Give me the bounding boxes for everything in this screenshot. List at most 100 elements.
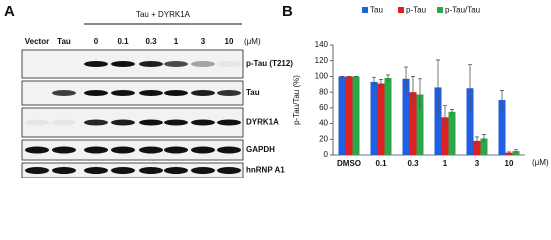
blot-band	[191, 146, 215, 154]
blot-band	[217, 119, 241, 126]
blot-band	[25, 167, 49, 174]
lane-label: 3	[201, 37, 206, 46]
bar	[377, 83, 385, 155]
blot-band	[111, 90, 135, 96]
x-axis-label: (μM)	[532, 158, 549, 167]
error-bar	[372, 76, 376, 87]
error-bar	[450, 109, 454, 115]
error-bar	[443, 105, 447, 130]
bar	[466, 88, 474, 155]
blot-band	[25, 146, 49, 154]
bar	[434, 87, 442, 155]
blot-band	[84, 61, 108, 67]
x-tick-label: 0.3	[407, 159, 419, 168]
bar	[409, 92, 417, 155]
lane-label: 10	[225, 37, 234, 46]
bar	[498, 100, 506, 155]
lane-label: 0	[94, 37, 99, 46]
x-tick-label: 1	[443, 159, 448, 168]
y-tick-label: 140	[315, 40, 329, 49]
row-label: hnRNP A1	[246, 166, 285, 175]
blot-band	[191, 167, 215, 174]
y-tick-label: 0	[324, 150, 329, 159]
bar	[402, 78, 410, 155]
bar	[345, 76, 353, 155]
blot-band	[84, 146, 108, 154]
x-tick-label: 0.1	[375, 159, 387, 168]
row-label: GAPDH	[246, 145, 275, 154]
error-bar	[468, 64, 472, 112]
legend-swatch	[362, 7, 368, 13]
blot-band	[191, 90, 215, 96]
blot-band	[164, 119, 188, 126]
y-tick-label: 80	[319, 87, 328, 96]
lane-label: Vector	[25, 37, 49, 46]
row-label: Tau	[246, 88, 260, 97]
blot-band	[139, 61, 163, 67]
bar	[338, 76, 346, 155]
bar	[352, 76, 360, 155]
legend-label: p-Tau	[406, 6, 426, 15]
y-tick-label: 40	[319, 119, 328, 128]
y-tick-label: 100	[315, 72, 329, 81]
lane-label: 1	[174, 37, 179, 46]
error-bar	[379, 79, 383, 88]
bar	[448, 111, 456, 155]
blot-band	[164, 146, 188, 154]
error-bar	[386, 74, 390, 82]
blot-band	[52, 90, 76, 96]
blot-band	[52, 146, 76, 154]
error-bar	[404, 66, 408, 91]
blot-band	[191, 119, 215, 126]
bar	[512, 151, 520, 155]
panel-label: B	[282, 3, 293, 20]
error-bar	[507, 151, 511, 154]
x-tick-label: DMSO	[337, 159, 361, 168]
blot-band	[164, 167, 188, 174]
legend-label: p-Tau/Tau	[445, 6, 480, 15]
bar	[441, 117, 449, 155]
y-axis-label: p-Tau/Tau (%)	[292, 75, 301, 125]
blot-band	[25, 119, 49, 126]
y-tick-label: 20	[319, 134, 328, 143]
blot-band	[164, 90, 188, 96]
blot-band	[191, 61, 215, 67]
bar	[473, 140, 481, 155]
blot-band	[52, 119, 76, 126]
blot-band	[139, 167, 163, 174]
panel-label: A	[4, 3, 15, 20]
error-bar	[514, 149, 518, 153]
bar	[416, 94, 424, 155]
error-bar	[418, 78, 422, 111]
blot-band	[84, 119, 108, 126]
error-bar	[411, 76, 415, 108]
blot-band	[111, 61, 135, 67]
blot-band	[139, 146, 163, 154]
row-label: DYRK1A	[246, 118, 279, 127]
blot-band	[111, 146, 135, 154]
blot-band	[217, 146, 241, 154]
blot-band	[139, 90, 163, 96]
y-tick-label: 120	[315, 56, 329, 65]
blot-band	[217, 90, 241, 96]
bar	[480, 138, 488, 155]
lane-label: 0.1	[117, 37, 129, 46]
western-blot	[21, 49, 244, 178]
error-bar	[500, 90, 504, 110]
lane-label: Tau	[57, 37, 71, 46]
blot-band	[52, 167, 76, 174]
lane-label: 0.3	[145, 37, 157, 46]
blot-band	[84, 90, 108, 96]
blot-band	[217, 61, 241, 67]
blot-band	[111, 119, 135, 126]
error-bar	[482, 134, 486, 143]
group-label: Tau + DYRK1A	[136, 10, 191, 19]
bar	[370, 81, 378, 155]
blot-band	[111, 167, 135, 174]
legend-swatch	[398, 7, 404, 13]
bar	[384, 78, 392, 155]
figure: A Tau + DYRK1A (μM) B p-Tau/Tau (%) (μM)…	[4, 3, 549, 178]
blot-band	[139, 119, 163, 126]
error-bar	[475, 136, 479, 145]
error-bar	[436, 59, 440, 115]
